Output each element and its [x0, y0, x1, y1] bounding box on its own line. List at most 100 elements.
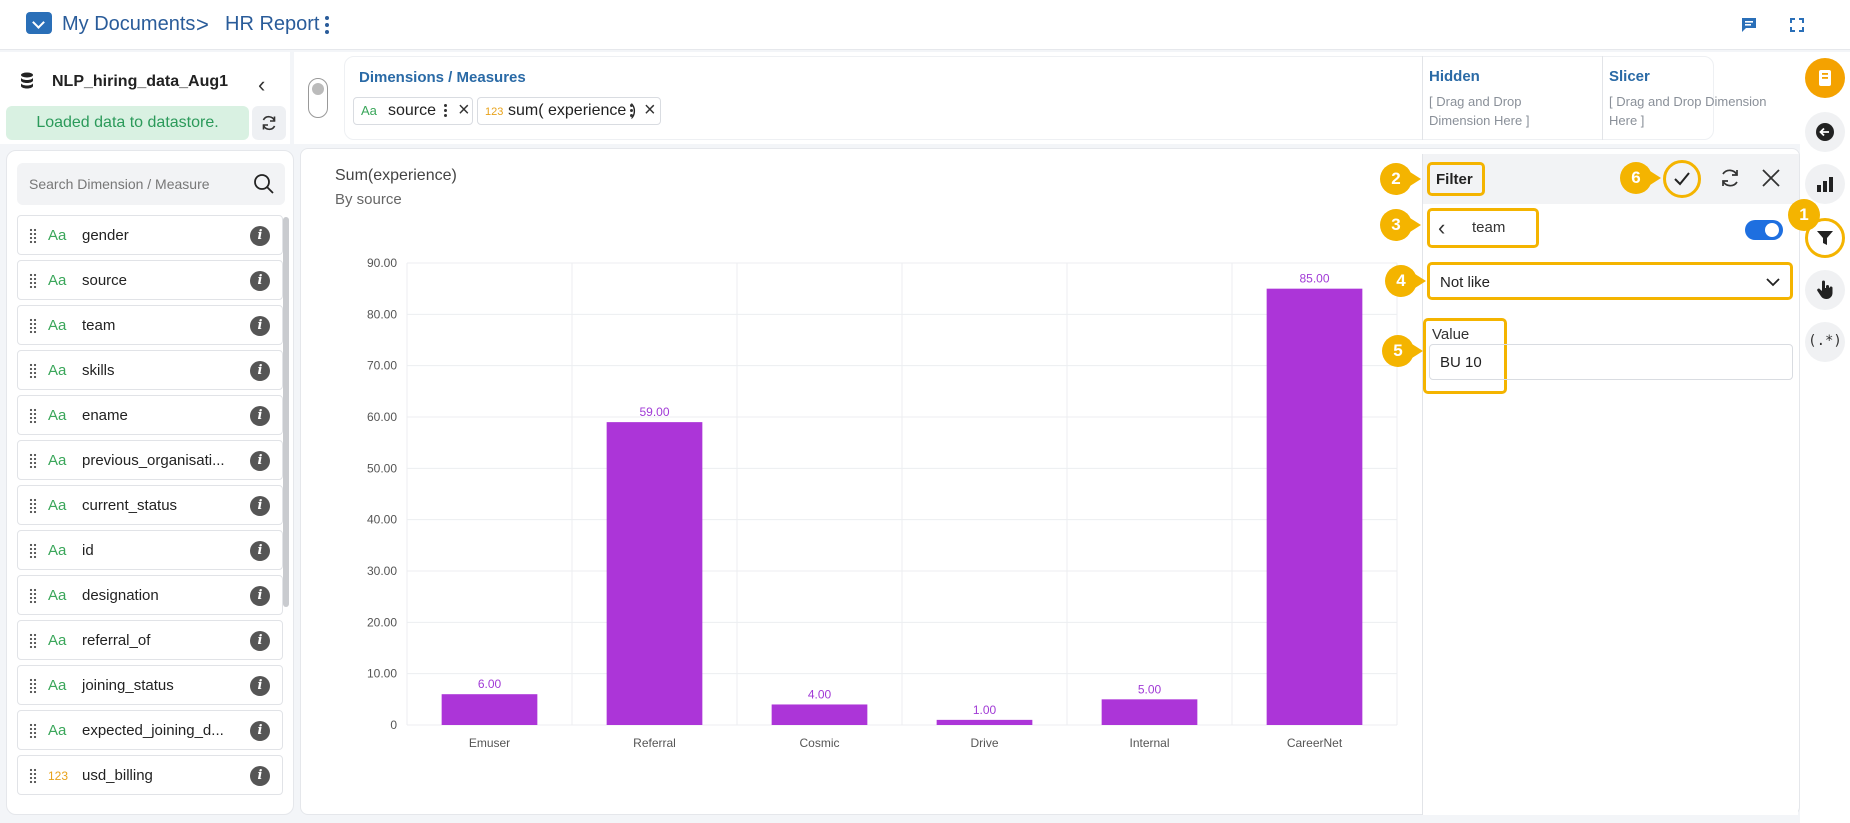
- info-icon[interactable]: i: [250, 586, 270, 606]
- remove-chip-icon[interactable]: ×: [458, 99, 470, 121]
- field-item[interactable]: Aa id i: [17, 530, 283, 570]
- drag-handle-icon[interactable]: [29, 363, 37, 379]
- right-toolbar: (.*): [1800, 52, 1850, 823]
- info-icon[interactable]: i: [250, 406, 270, 426]
- info-icon[interactable]: i: [250, 451, 270, 471]
- filter-enable-toggle[interactable]: [1745, 220, 1783, 240]
- chip-options-icon[interactable]: [630, 104, 634, 119]
- info-icon[interactable]: i: [250, 496, 270, 516]
- breadcrumb-hr-report[interactable]: HR Report: [225, 13, 320, 35]
- info-icon[interactable]: i: [250, 721, 270, 741]
- field-item[interactable]: Aa gender i: [17, 215, 283, 255]
- drag-handle-icon[interactable]: [29, 543, 37, 559]
- drag-handle-icon[interactable]: [29, 228, 37, 244]
- y-tick-label: 80.00: [367, 307, 397, 321]
- field-list-scrollbar[interactable]: [283, 217, 289, 607]
- dimensions-measures-bar: Dimensions / Measures Aa source × 123 su…: [294, 52, 1800, 144]
- remove-chip-icon[interactable]: ×: [644, 99, 656, 121]
- search-input[interactable]: [17, 163, 237, 205]
- apply-filter-button[interactable]: [1663, 160, 1701, 198]
- info-icon[interactable]: i: [250, 631, 270, 651]
- drag-handle-icon[interactable]: [29, 678, 37, 694]
- info-icon[interactable]: i: [250, 676, 270, 696]
- dimension-chip-source[interactable]: Aa source ×: [353, 97, 473, 125]
- hidden-dropzone[interactable]: Hidden [ Drag and Drop Dimension Here ]: [1422, 56, 1574, 140]
- field-name: id: [82, 542, 94, 559]
- field-item[interactable]: Aa previous_organisati... i: [17, 440, 283, 480]
- drag-handle-icon[interactable]: [29, 273, 37, 289]
- close-icon[interactable]: [1761, 168, 1781, 188]
- field-type-text-icon: Aa: [48, 452, 67, 469]
- x-tick-label: Drive: [970, 736, 998, 750]
- search-icon[interactable]: [253, 173, 275, 195]
- properties-icon: [1819, 70, 1831, 86]
- drag-handle-icon[interactable]: [29, 588, 37, 604]
- drag-handle-icon[interactable]: [29, 318, 37, 334]
- info-icon[interactable]: i: [250, 361, 270, 381]
- drag-handle-icon[interactable]: [29, 633, 37, 649]
- x-tick-label: Internal: [1129, 736, 1169, 750]
- info-icon[interactable]: i: [250, 541, 270, 561]
- x-tick-label: Emuser: [469, 736, 510, 750]
- drag-handle-icon[interactable]: [29, 498, 37, 514]
- fullscreen-icon[interactable]: [1788, 16, 1806, 34]
- back-button[interactable]: [1805, 112, 1845, 152]
- field-item[interactable]: Aa source i: [17, 260, 283, 300]
- dimension-toggle[interactable]: [308, 78, 328, 118]
- x-tick-label: Referral: [633, 736, 676, 750]
- field-type-text-icon: Aa: [48, 677, 67, 694]
- field-type-text-icon: Aa: [48, 542, 67, 559]
- expression-button[interactable]: (.*): [1805, 322, 1845, 362]
- field-item[interactable]: 123 usd_billing i: [17, 755, 283, 795]
- bar-value-label: 6.00: [478, 677, 502, 691]
- breadcrumb-my-documents[interactable]: My Documents: [62, 13, 196, 35]
- y-tick-label: 30.00: [367, 564, 397, 578]
- field-item[interactable]: Aa team i: [17, 305, 283, 345]
- field-item[interactable]: Aa designation i: [17, 575, 283, 615]
- filter-value-input[interactable]: [1429, 344, 1793, 380]
- callout-6: 6: [1620, 162, 1661, 194]
- field-item[interactable]: Aa expected_joining_d... i: [17, 710, 283, 750]
- report-options-icon[interactable]: [325, 16, 329, 34]
- callout-1: 1: [1788, 199, 1820, 231]
- chevron-left-icon[interactable]: ‹: [1438, 215, 1446, 240]
- comment-icon[interactable]: [1740, 16, 1758, 34]
- folder-icon[interactable]: [26, 12, 52, 34]
- info-icon[interactable]: i: [250, 766, 270, 786]
- info-icon[interactable]: i: [250, 316, 270, 336]
- arrow-left-circle-icon: [1816, 123, 1834, 141]
- field-item[interactable]: Aa ename i: [17, 395, 283, 435]
- field-type-text-icon: Aa: [48, 722, 67, 739]
- hidden-title: Hidden: [1429, 68, 1480, 85]
- chip-type: 123: [485, 106, 504, 118]
- reset-icon[interactable]: [1718, 166, 1742, 190]
- drag-handle-icon[interactable]: [29, 723, 37, 739]
- info-icon[interactable]: i: [250, 226, 270, 246]
- interaction-button[interactable]: [1805, 270, 1845, 310]
- field-type-text-icon: Aa: [48, 227, 67, 244]
- drag-handle-icon[interactable]: [29, 453, 37, 469]
- collapse-panel-icon[interactable]: ‹: [258, 72, 266, 97]
- slicer-dropzone[interactable]: Slicer [ Drag and Drop Dimension Here ]: [1602, 56, 1782, 140]
- measure-chip-experience[interactable]: 123 sum( experience ) ×: [477, 97, 661, 125]
- field-name: designation: [82, 587, 159, 604]
- chart-type-button[interactable]: [1805, 164, 1845, 204]
- check-icon: [1674, 172, 1690, 186]
- bar-value-label: 85.00: [1299, 272, 1329, 286]
- dimensions-measures-dropzone[interactable]: Dimensions / Measures Aa source × 123 su…: [344, 56, 1714, 140]
- operator-select[interactable]: Not like: [1427, 262, 1793, 300]
- chip-options-icon[interactable]: [444, 104, 448, 119]
- callout-3: 3: [1380, 209, 1421, 241]
- y-tick-label: 20.00: [367, 615, 397, 629]
- field-item[interactable]: Aa skills i: [17, 350, 283, 390]
- filter-column-selector[interactable]: ‹ team: [1427, 208, 1539, 248]
- refresh-button[interactable]: [252, 106, 286, 140]
- info-icon[interactable]: i: [250, 271, 270, 291]
- field-item[interactable]: Aa current_status i: [17, 485, 283, 525]
- field-type-text-icon: Aa: [48, 587, 67, 604]
- drag-handle-icon[interactable]: [29, 768, 37, 784]
- field-item[interactable]: Aa joining_status i: [17, 665, 283, 705]
- properties-button[interactable]: [1805, 58, 1845, 98]
- field-item[interactable]: Aa referral_of i: [17, 620, 283, 660]
- drag-handle-icon[interactable]: [29, 408, 37, 424]
